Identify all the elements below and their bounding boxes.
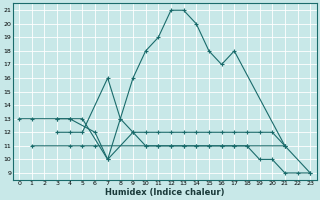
X-axis label: Humidex (Indice chaleur): Humidex (Indice chaleur): [105, 188, 224, 197]
